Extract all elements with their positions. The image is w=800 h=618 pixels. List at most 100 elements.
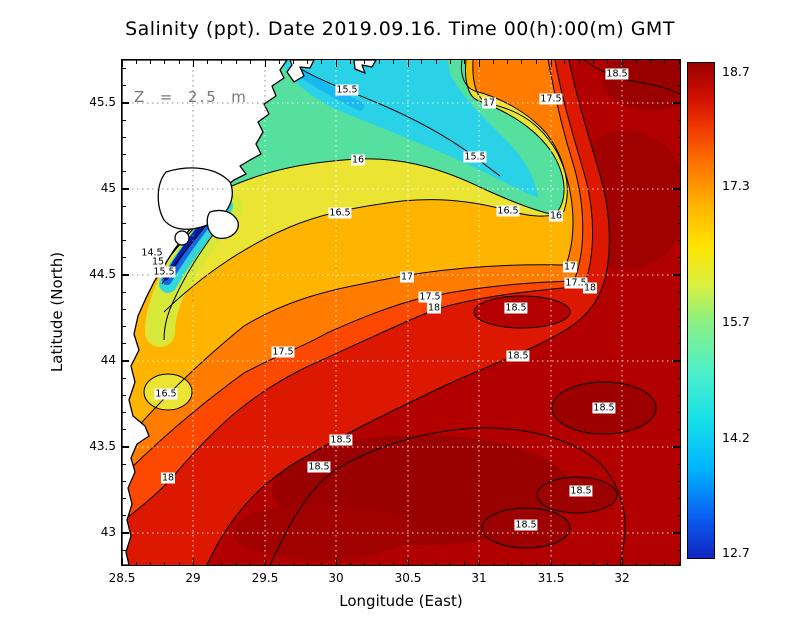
x-minor-tick [135, 561, 137, 565]
y-minor-tick [122, 205, 126, 207]
y-minor-tick [676, 377, 680, 379]
x-minor-tick [378, 60, 380, 64]
y-tick-mark [673, 446, 680, 448]
x-minor-tick [207, 561, 209, 565]
colorbar-tick-label: 12.7 [722, 545, 750, 561]
x-tick-mark [478, 558, 480, 565]
y-minor-tick [122, 154, 126, 156]
y-minor-tick [676, 222, 680, 224]
x-tick-label: 31 [471, 571, 487, 585]
x-minor-tick [678, 561, 680, 565]
contour-label: 14.5 [140, 247, 164, 259]
grid-lines [122, 60, 680, 565]
contour-label: 18 [582, 282, 598, 294]
contour-label: 18 [160, 472, 176, 484]
contour-label: 18 [426, 302, 442, 314]
y-minor-tick [122, 326, 126, 328]
x-minor-tick [307, 561, 309, 565]
chart-title: Salinity (ppt). Date 2019.09.16. Time 00… [125, 18, 675, 40]
x-minor-tick [235, 561, 237, 565]
y-tick-label: 43.5 [89, 439, 116, 453]
y-minor-tick [676, 136, 680, 138]
y-tick-label: 45 [100, 181, 116, 195]
y-tick-label: 44.5 [89, 267, 116, 281]
contour-label: 17.5 [418, 291, 442, 303]
x-minor-tick [578, 561, 580, 565]
contour-label: 18.5 [592, 402, 616, 414]
y-tick-mark [122, 532, 129, 534]
x-tick-label: 32 [614, 571, 630, 585]
contour-label: 16.5 [154, 388, 178, 400]
x-minor-tick [307, 60, 309, 64]
y-minor-tick [122, 377, 126, 379]
y-minor-tick [676, 205, 680, 207]
y-minor-tick [676, 429, 680, 431]
contour-label: 17.5 [564, 277, 588, 289]
contour-label: 15 [150, 256, 166, 268]
contour-label: 16.5 [496, 205, 520, 217]
x-minor-tick [221, 561, 223, 565]
islet-north-2 [353, 60, 377, 74]
y-tick-mark [673, 188, 680, 190]
x-minor-tick [678, 60, 680, 64]
x-minor-tick [635, 561, 637, 565]
y-minor-tick [676, 308, 680, 310]
x-tick-label: 28.5 [108, 571, 136, 585]
y-minor-tick [122, 480, 126, 482]
x-tick-mark [621, 558, 623, 565]
contour-label: 15.5 [335, 84, 359, 96]
x-minor-tick [250, 60, 252, 64]
contour-label: 16.5 [328, 207, 352, 219]
x-minor-tick [292, 60, 294, 64]
x-minor-tick [564, 561, 566, 565]
x-tick-mark [335, 558, 337, 565]
y-tick-mark [673, 102, 680, 104]
y-minor-tick [122, 171, 126, 173]
x-minor-tick [435, 60, 437, 64]
x-minor-tick [278, 561, 280, 565]
x-minor-tick [592, 561, 594, 565]
x-minor-tick [278, 60, 280, 64]
y-tick-label: 43 [100, 525, 116, 539]
x-tick-mark [550, 558, 552, 565]
contour-label: 17 [562, 261, 578, 273]
contour-label: 18.5 [569, 485, 593, 497]
lagoon-3 [174, 230, 190, 246]
x-minor-tick [250, 561, 252, 565]
x-minor-tick [450, 561, 452, 565]
y-minor-tick [676, 480, 680, 482]
x-minor-tick [364, 60, 366, 64]
x-minor-tick [592, 60, 594, 64]
y-minor-tick [676, 394, 680, 396]
colorbar-gradient [687, 62, 715, 559]
x-tick-mark [121, 60, 123, 67]
x-tick-label: 31.5 [537, 571, 565, 585]
y-minor-tick [122, 85, 126, 87]
contour-label: 17 [481, 97, 497, 109]
contour-label: 18.5 [307, 461, 331, 473]
x-minor-tick [150, 60, 152, 64]
x-minor-tick [492, 561, 494, 565]
y-tick-mark [122, 360, 129, 362]
y-minor-tick [676, 412, 680, 414]
y-minor-tick [122, 257, 126, 259]
x-tick-label: 30.5 [394, 571, 422, 585]
zone-15p5-16-tongue [227, 60, 565, 215]
x-minor-tick [521, 561, 523, 565]
contour-label: 18.5 [514, 519, 538, 531]
x-tick-mark [192, 558, 194, 565]
contour-label: 15.5 [463, 151, 487, 163]
y-minor-tick [676, 257, 680, 259]
y-minor-tick [122, 308, 126, 310]
contour-label: 18.5 [506, 350, 530, 362]
x-tick-label: 29 [185, 571, 201, 585]
y-minor-tick [676, 85, 680, 87]
contour-label: 17 [399, 271, 415, 283]
salinity-field-svg [122, 60, 680, 565]
y-minor-tick [676, 326, 680, 328]
x-minor-tick [321, 561, 323, 565]
y-minor-tick [122, 119, 126, 121]
x-minor-tick [650, 561, 652, 565]
y-minor-tick [676, 240, 680, 242]
contour-label: 18.5 [605, 68, 629, 80]
